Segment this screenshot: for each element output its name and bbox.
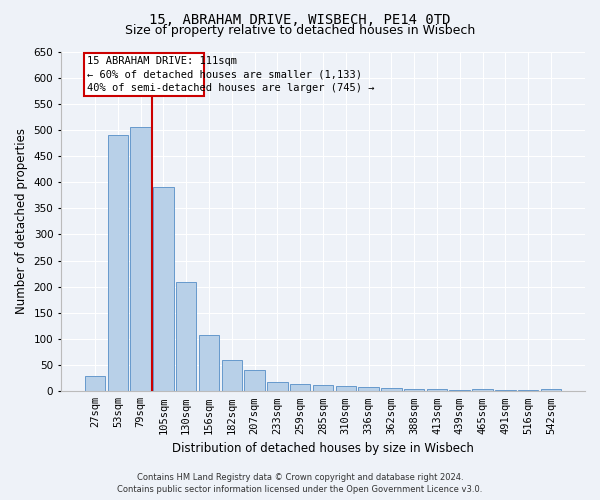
Bar — [472, 388, 493, 392]
Bar — [404, 388, 424, 392]
Bar — [449, 390, 470, 392]
Bar — [153, 188, 173, 392]
Text: 15 ABRAHAM DRIVE: 111sqm: 15 ABRAHAM DRIVE: 111sqm — [87, 56, 237, 66]
Text: 15, ABRAHAM DRIVE, WISBECH, PE14 0TD: 15, ABRAHAM DRIVE, WISBECH, PE14 0TD — [149, 12, 451, 26]
Bar — [290, 384, 310, 392]
Text: 40% of semi-detached houses are larger (745) →: 40% of semi-detached houses are larger (… — [87, 83, 374, 93]
Bar — [541, 388, 561, 392]
Bar — [335, 386, 356, 392]
Bar — [221, 360, 242, 392]
Bar — [244, 370, 265, 392]
Bar — [85, 376, 105, 392]
Text: Size of property relative to detached houses in Wisbech: Size of property relative to detached ho… — [125, 24, 475, 37]
X-axis label: Distribution of detached houses by size in Wisbech: Distribution of detached houses by size … — [172, 442, 474, 455]
Bar — [107, 135, 128, 392]
Text: Contains HM Land Registry data © Crown copyright and database right 2024.
Contai: Contains HM Land Registry data © Crown c… — [118, 472, 482, 494]
Bar — [427, 388, 447, 392]
Text: ← 60% of detached houses are smaller (1,133): ← 60% of detached houses are smaller (1,… — [87, 69, 362, 79]
Bar — [358, 387, 379, 392]
Bar — [518, 390, 538, 392]
Bar — [176, 282, 196, 392]
Bar — [495, 390, 515, 392]
Y-axis label: Number of detached properties: Number of detached properties — [15, 128, 28, 314]
Bar — [313, 385, 333, 392]
Bar — [381, 388, 401, 392]
FancyBboxPatch shape — [83, 52, 205, 96]
Bar — [130, 128, 151, 392]
Bar — [199, 336, 219, 392]
Bar — [267, 382, 287, 392]
